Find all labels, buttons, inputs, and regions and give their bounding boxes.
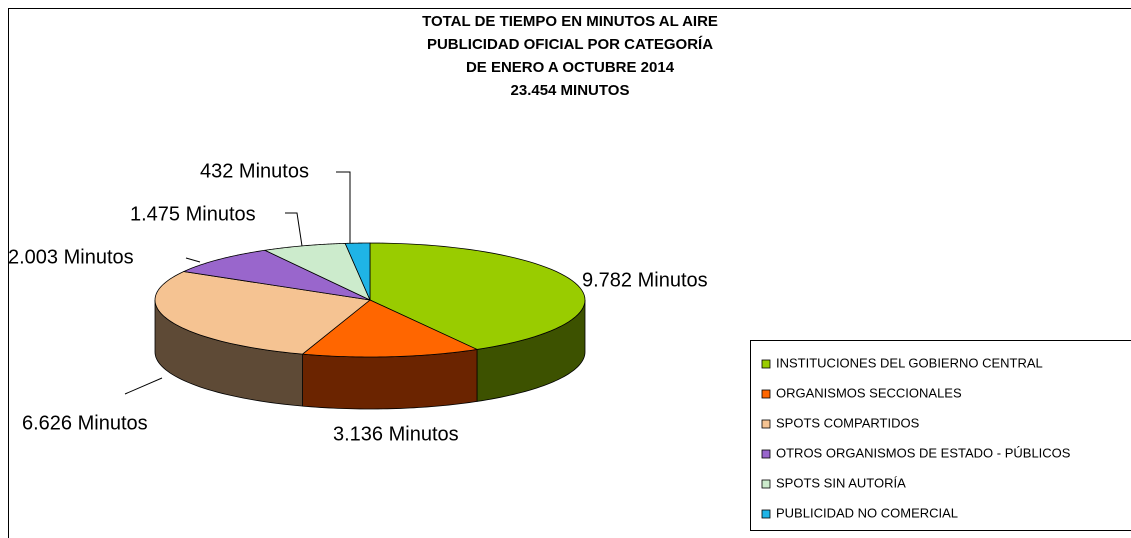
slice: [263, 242, 371, 301]
slice: [344, 242, 371, 301]
slice: [369, 242, 586, 350]
legend-swatch: [761, 479, 771, 489]
legend-label: OTROS ORGANISMOS DE ESTADO - PÚBLICOS: [776, 445, 1071, 460]
slice: [182, 249, 371, 301]
chart-title: PUBLICIDAD OFICIAL POR CATEGORÍA: [427, 36, 713, 53]
data-label: 2.003 Minutos: [8, 246, 134, 268]
leader-line: [336, 171, 351, 244]
legend-box: [750, 340, 1131, 531]
chart-title: 23.454 MINUTOS: [511, 82, 630, 99]
leader-line: [285, 212, 303, 247]
legend-label: INSTITUCIONES DEL GOBIERNO CENTRAL: [776, 355, 1043, 370]
legend-label: ORGANISMOS SECCIONALES: [776, 385, 962, 400]
slice-side: [302, 348, 478, 410]
legend-label: PUBLICIDAD NO COMERCIAL: [776, 505, 958, 520]
data-label: 1.475 Minutos: [130, 203, 256, 225]
chart-title: TOTAL DE TIEMPO EN MINUTOS AL AIRE: [422, 13, 718, 30]
pie: [154, 242, 586, 410]
leader-line: [185, 257, 201, 263]
legend-swatch: [761, 509, 771, 519]
legend-swatch: [761, 449, 771, 459]
legend-label: SPOTS COMPARTIDOS: [776, 415, 920, 430]
data-label: 432 Minutos: [200, 160, 309, 182]
data-label: 9.782 Minutos: [582, 269, 708, 291]
leader-lines: [124, 171, 351, 395]
data-label: 6.626 Minutos: [22, 412, 148, 434]
legend-swatch: [761, 389, 771, 399]
leader-line: [124, 377, 163, 395]
legend-swatch: [761, 419, 771, 429]
legend-swatch: [761, 359, 771, 369]
legend-label: SPOTS SIN AUTORÍA: [776, 475, 906, 490]
chart-title: DE ENERO A OCTUBRE 2014: [466, 59, 675, 76]
slice: [301, 299, 479, 358]
data-label: 3.136 Minutos: [333, 423, 459, 445]
